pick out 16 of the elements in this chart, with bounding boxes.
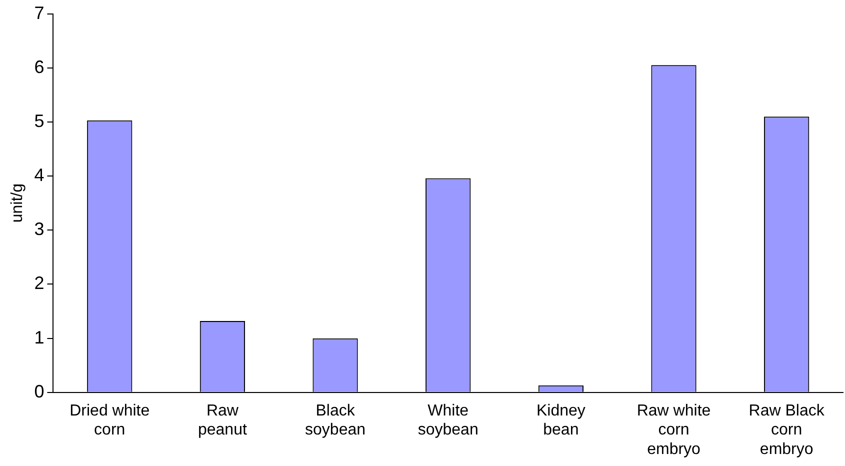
y-tick-label: 3 — [34, 219, 44, 240]
y-tick-label: 7 — [34, 2, 44, 23]
x-tick-label: White soybean — [418, 402, 478, 439]
y-tick-label: 6 — [34, 56, 44, 77]
y-tick-label: 4 — [34, 165, 44, 186]
x-tick-label: Dried white corn — [70, 402, 150, 439]
y-tick-label: 0 — [34, 381, 44, 402]
y-axis-title: unit/g — [9, 184, 26, 223]
y-tick-label: 2 — [34, 273, 44, 294]
y-tick-label: 1 — [34, 327, 44, 348]
x-tick-label: Raw white corn embryo — [636, 402, 711, 458]
y-tick-label: 5 — [34, 110, 44, 131]
x-tick-label: Raw Black corn embryo — [748, 402, 826, 458]
x-tick-label: Raw peanut — [198, 402, 248, 439]
x-tick-label: Kidney bean — [536, 402, 586, 439]
x-tick-label: Black soybean — [305, 402, 366, 439]
